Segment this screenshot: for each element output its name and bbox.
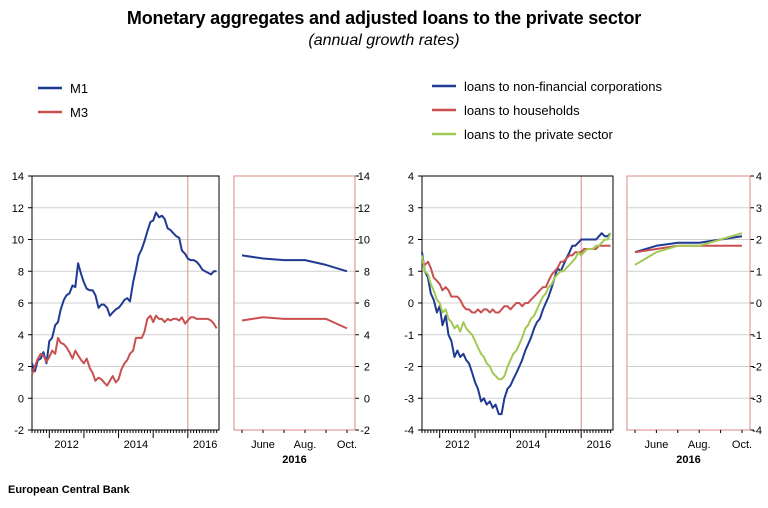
left-zoom-xtick-label: June xyxy=(251,439,275,451)
right-zoom-ytick-label: -2 xyxy=(752,362,762,374)
source-footer: European Central Bank xyxy=(8,484,130,496)
right-zoom-ytick-label: 0 xyxy=(756,298,762,310)
right-series-line-2 xyxy=(421,232,612,381)
left-ytick-label: 14 xyxy=(12,171,24,183)
right-zoom-frame xyxy=(626,175,751,431)
right-series-line-0 xyxy=(421,232,612,416)
left-xtick-label: 2014 xyxy=(124,439,148,451)
left-zoom-xtick-label: Aug. xyxy=(294,439,317,451)
left-xtick-label: 2012 xyxy=(54,439,78,451)
right-zoom-ytick-label: 4 xyxy=(756,171,762,183)
left-ytick-label: 2 xyxy=(18,362,24,374)
left-zoom-ytick-label: -2 xyxy=(360,425,370,437)
right-plot-frame xyxy=(421,175,614,431)
chart-title: Monetary aggregates and adjusted loans t… xyxy=(126,8,642,28)
left-zoom-ytick-label: 4 xyxy=(364,330,370,342)
left-xtick-label: 2016 xyxy=(193,439,217,451)
left-ytick-label: 6 xyxy=(18,298,24,310)
right-ytick-label: 0 xyxy=(408,298,414,310)
right-zoom-ytick-label: -4 xyxy=(752,425,762,437)
right-ytick-label: -1 xyxy=(404,330,414,342)
right-ytick-label: -4 xyxy=(404,425,414,437)
left-series-line-0 xyxy=(31,211,217,373)
left-legend-label: M1 xyxy=(70,81,88,96)
left-ytick-label: 8 xyxy=(18,266,24,278)
right-zoom-series-line-2 xyxy=(634,232,743,266)
left-zoom-ytick-label: 12 xyxy=(358,203,370,215)
right-ytick-label: -3 xyxy=(404,393,414,405)
right-zoom-ytick-label: 3 xyxy=(756,203,762,215)
left-zoom-series-line-0 xyxy=(241,254,348,273)
right-legend-label: loans to households xyxy=(464,103,580,118)
right-zoom-ytick-label: 2 xyxy=(756,235,762,247)
right-zoom-xtick-label: Aug. xyxy=(688,439,711,451)
left-plot-frame xyxy=(31,175,220,431)
right-ytick-label: 1 xyxy=(408,266,414,278)
left-zoom-ytick-label: 10 xyxy=(358,235,370,247)
left-ytick-label: 4 xyxy=(18,330,24,342)
left-series-line-1 xyxy=(31,314,218,387)
left-legend-label: M3 xyxy=(70,105,88,120)
chart-subtitle: (annual growth rates) xyxy=(308,32,460,49)
left-zoom-ytick-label: 14 xyxy=(358,171,370,183)
left-ytick-label: -2 xyxy=(14,425,24,437)
right-xtick-label: 2014 xyxy=(516,439,540,451)
left-zoom-ytick-label: 8 xyxy=(364,266,370,278)
right-legend-label: loans to the private sector xyxy=(464,127,614,142)
right-ytick-label: -2 xyxy=(404,362,414,374)
right-legend-label: loans to non-financial corporations xyxy=(464,79,663,94)
left-zoom-series-line-1 xyxy=(241,316,348,330)
right-zoom-xlabel: 2016 xyxy=(676,454,700,466)
right-zoom-ytick-label: -1 xyxy=(752,330,762,342)
left-zoom-frame xyxy=(233,175,356,431)
left-zoom-ytick-label: 0 xyxy=(364,393,370,405)
right-xtick-label: 2012 xyxy=(445,439,469,451)
right-zoom-ytick-label: 1 xyxy=(756,266,762,278)
left-zoom-ytick-label: 2 xyxy=(364,362,370,374)
left-ytick-label: 0 xyxy=(18,393,24,405)
left-zoom-ytick-label: 6 xyxy=(364,298,370,310)
left-zoom-xtick-label: Oct. xyxy=(337,439,357,451)
left-ytick-label: 10 xyxy=(12,235,24,247)
right-ytick-label: 3 xyxy=(408,203,414,215)
right-xtick-label: 2016 xyxy=(587,439,611,451)
right-zoom-xtick-label: Oct. xyxy=(732,439,752,451)
left-ytick-label: 12 xyxy=(12,203,24,215)
right-series-line-1 xyxy=(421,244,611,314)
right-ytick-label: 2 xyxy=(408,235,414,247)
right-ytick-label: 4 xyxy=(408,171,414,183)
right-zoom-ytick-label: -3 xyxy=(752,393,762,405)
right-zoom-xtick-label: June xyxy=(644,439,668,451)
left-zoom-xlabel: 2016 xyxy=(282,454,306,466)
